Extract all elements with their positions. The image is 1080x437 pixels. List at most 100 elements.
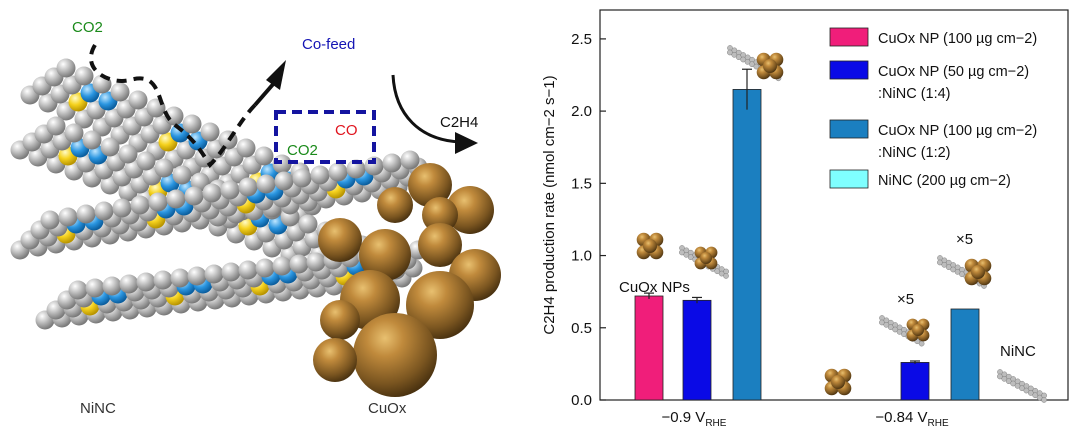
- cuox-particle: [318, 218, 362, 262]
- cuox-particle: [408, 163, 452, 207]
- cuox-cluster-icon: [971, 265, 985, 279]
- atom-sphere: [220, 180, 240, 200]
- atom-sphere: [328, 162, 348, 182]
- legend-entry-label-line2: :NiNC (1:2): [878, 145, 951, 161]
- legend-entry-label: CuOx NP (100 µg cm−2): [878, 31, 1037, 47]
- y-tick-label: 2.0: [571, 103, 592, 120]
- atom-sphere: [110, 82, 130, 102]
- atom-sphere: [76, 204, 96, 224]
- cuox-particle: [359, 229, 411, 281]
- atom-sphere: [130, 195, 150, 215]
- annotations: CuOx NPs ×5 ×5 NiNC: [619, 45, 1047, 403]
- atom-sphere: [187, 266, 207, 286]
- legend-entry-label: CuOx NP (100 µg cm−2): [878, 123, 1037, 139]
- atom-sphere: [94, 201, 114, 221]
- nanosheet-icon: [997, 369, 1047, 403]
- y-tick-label: 0.0: [571, 392, 592, 409]
- atom-sphere: [40, 210, 60, 230]
- plot-frame: [599, 9, 1069, 401]
- cuox-cluster-icon: [912, 324, 924, 336]
- bar-chart: 0.0 0.5 1.0 1.5 2.0 2.5 −0.9 VRHE −0.84 VRHE C…: [541, 9, 1069, 429]
- y-tick-label: 2.5: [571, 31, 592, 48]
- y-tick-label: 1.5: [571, 175, 592, 192]
- co2-diffusion-path: [88, 43, 257, 169]
- atom-sphere: [310, 165, 330, 185]
- atom-sphere: [382, 153, 402, 173]
- atom-sphere: [148, 192, 168, 212]
- atom-sphere: [256, 174, 276, 194]
- atom-sphere: [112, 198, 132, 218]
- atom-sphere: [298, 214, 318, 234]
- atom-sphere: [154, 158, 174, 178]
- atom-sphere: [136, 272, 156, 292]
- atom-sphere: [170, 268, 190, 288]
- atom-sphere: [164, 106, 184, 126]
- cuox-particles: [313, 163, 501, 397]
- cofeed-arrow-head-icon: [266, 60, 286, 90]
- cuox-particle: [353, 313, 437, 397]
- cuox-particle: [418, 223, 462, 267]
- legend-swatch: [829, 27, 869, 47]
- bar: [682, 299, 712, 401]
- ninc-label: NiNC: [80, 400, 116, 417]
- atom-sphere: [153, 270, 173, 290]
- atom-sphere: [166, 189, 186, 209]
- cuox-particle: [446, 186, 494, 234]
- y-axis-label: C2H4 production rate (nmol cm−2 s−1): [541, 75, 558, 334]
- atom-sphere: [119, 274, 139, 294]
- atom-sphere: [64, 123, 84, 143]
- bar: [950, 308, 980, 401]
- atom-sphere: [400, 150, 420, 170]
- product-arrow: [391, 74, 461, 144]
- atom-sphere: [306, 252, 326, 272]
- atom-sphere: [255, 258, 275, 278]
- atom-sphere: [56, 58, 76, 78]
- atom-sphere: [74, 66, 94, 86]
- atom-sphere: [46, 116, 66, 136]
- annotation-cuox-nps: CuOx NPs: [619, 279, 690, 296]
- annotation-ninc: NiNC: [1000, 343, 1036, 360]
- cofeed-arrow: [253, 80, 277, 107]
- legend-entry-label: NiNC (200 µg cm−2): [878, 173, 1011, 189]
- cuox-cluster-icon: [643, 239, 657, 253]
- y-axis: 0.0 0.5 1.0 1.5 2.0 2.5: [571, 31, 606, 409]
- schematic-illustration: CO2 Co-feed CO2 CO C2H4 NiNC CuOx: [10, 19, 501, 417]
- atom-sphere: [204, 264, 224, 284]
- bar: [634, 295, 664, 401]
- atom-sphere: [100, 137, 120, 157]
- bar: [900, 362, 930, 401]
- atom-sphere: [82, 130, 102, 150]
- legend: CuOx NP (100 µg cm−2) CuOx NP (50 µg cm−2…: [829, 27, 1037, 189]
- atom-sphere: [274, 171, 294, 191]
- atom-sphere: [236, 138, 256, 158]
- atom-sphere: [184, 186, 204, 206]
- x-tick-label: −0.84 VRHE: [875, 409, 949, 429]
- atom-sphere: [238, 260, 258, 280]
- atom-sphere: [118, 144, 138, 164]
- box-co2-label: CO2: [287, 142, 318, 159]
- atom-sphere: [58, 207, 78, 227]
- atom-sphere: [128, 90, 148, 110]
- atom-sphere: [182, 114, 202, 134]
- product-label: C2H4: [440, 114, 478, 131]
- atom-sphere: [254, 146, 274, 166]
- cuox-cluster-icon: [763, 59, 777, 73]
- atom-sphere: [292, 168, 312, 188]
- y-tick-label: 1.0: [571, 248, 592, 265]
- annotation-x5-a: ×5: [897, 291, 914, 308]
- legend-swatch: [829, 60, 869, 80]
- cuox-cluster-icon: [700, 252, 712, 264]
- atom-sphere: [238, 177, 258, 197]
- atom-sphere: [68, 280, 88, 300]
- cuox-cluster-icon: [831, 375, 845, 389]
- cuox-particle: [406, 271, 474, 339]
- atom-sphere: [202, 183, 222, 203]
- bars: [634, 68, 980, 401]
- product-arrow-head-icon: [455, 132, 478, 154]
- atom-sphere: [272, 256, 292, 276]
- cofeed-label: Co-feed: [302, 36, 355, 53]
- box-co-label: CO: [335, 122, 358, 139]
- y-tick-label: 0.5: [571, 320, 592, 337]
- atom-sphere: [172, 165, 192, 185]
